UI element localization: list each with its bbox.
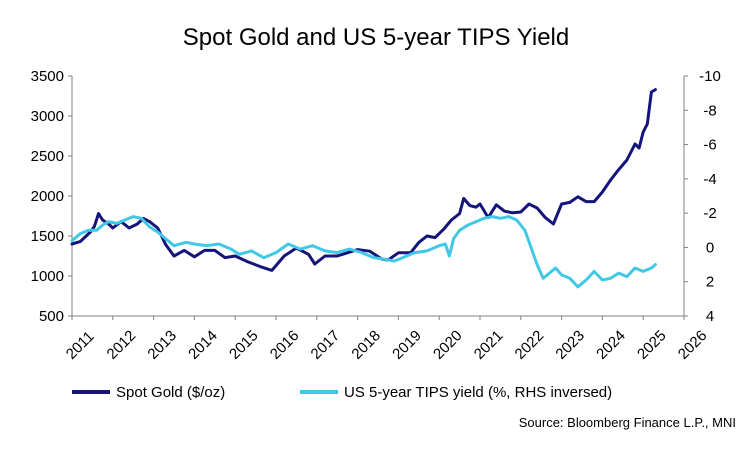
y-right-tick-label: 2 xyxy=(706,274,714,291)
x-tick-label: 2017 xyxy=(308,327,344,363)
x-tick-label: 2025 xyxy=(634,327,670,363)
x-tick-label: 2015 xyxy=(226,327,262,363)
y-left-tick-label: 1000 xyxy=(31,268,64,285)
legend: Spot Gold ($/oz) US 5-year TIPS yield (%,… xyxy=(72,384,612,401)
legend-label: Spot Gold ($/oz) xyxy=(116,384,225,401)
x-tick-label: 2019 xyxy=(389,327,425,363)
x-tick-label: 2018 xyxy=(348,327,384,363)
y-right-tick-label: -10 xyxy=(699,68,721,85)
x-tick-label: 2014 xyxy=(185,327,221,363)
x-tick-label: 2011 xyxy=(63,328,98,363)
y-right-tick-label: -8 xyxy=(703,102,716,119)
legend-entry-tips-yield: US 5-year TIPS yield (%, RHS inversed) xyxy=(300,384,612,401)
y-right-tick-label: -6 xyxy=(703,137,716,154)
x-tick-label: 2013 xyxy=(144,327,180,363)
series-line-spot-gold xyxy=(70,88,657,272)
x-tick-label: 2023 xyxy=(552,327,588,363)
y-left-tick-label: 500 xyxy=(39,308,64,325)
x-tick-label: 2016 xyxy=(267,327,303,363)
x-tick-label: 2021 xyxy=(471,327,507,363)
legend-label: US 5-year TIPS yield (%, RHS inversed) xyxy=(344,384,612,401)
y-left-tick-label: 1500 xyxy=(31,228,64,245)
x-tick-label: 2022 xyxy=(512,327,548,363)
y-right-tick-label: 4 xyxy=(706,308,714,325)
chart-title: Spot Gold and US 5-year TIPS Yield xyxy=(183,24,569,51)
x-tick-label: 2026 xyxy=(675,327,711,363)
legend-entry-spot-gold: Spot Gold ($/oz) xyxy=(72,384,225,401)
x-tick-label: 2024 xyxy=(593,327,629,363)
source-note: Source: Bloomberg Finance L.P., MNI xyxy=(519,415,736,430)
y-left-tick-label: 3500 xyxy=(31,68,64,85)
y-right-tick-label: -4 xyxy=(703,171,716,188)
y-left-tick-label: 3000 xyxy=(31,108,64,125)
plot-area: 500 1000 1500 2000 2500 3000 3500 4 2 0 -2 -4 -6 -8 -1… xyxy=(31,68,721,363)
y-left-tick-label: 2500 xyxy=(31,148,64,165)
x-tick-label: 2012 xyxy=(104,327,140,363)
y-right-tick-label: -2 xyxy=(703,205,716,222)
series-line-tips-yield xyxy=(70,215,657,289)
x-tick-label: 2020 xyxy=(430,327,466,363)
y-right-tick-label: 0 xyxy=(706,239,714,256)
y-left-tick-label: 2000 xyxy=(31,188,64,205)
